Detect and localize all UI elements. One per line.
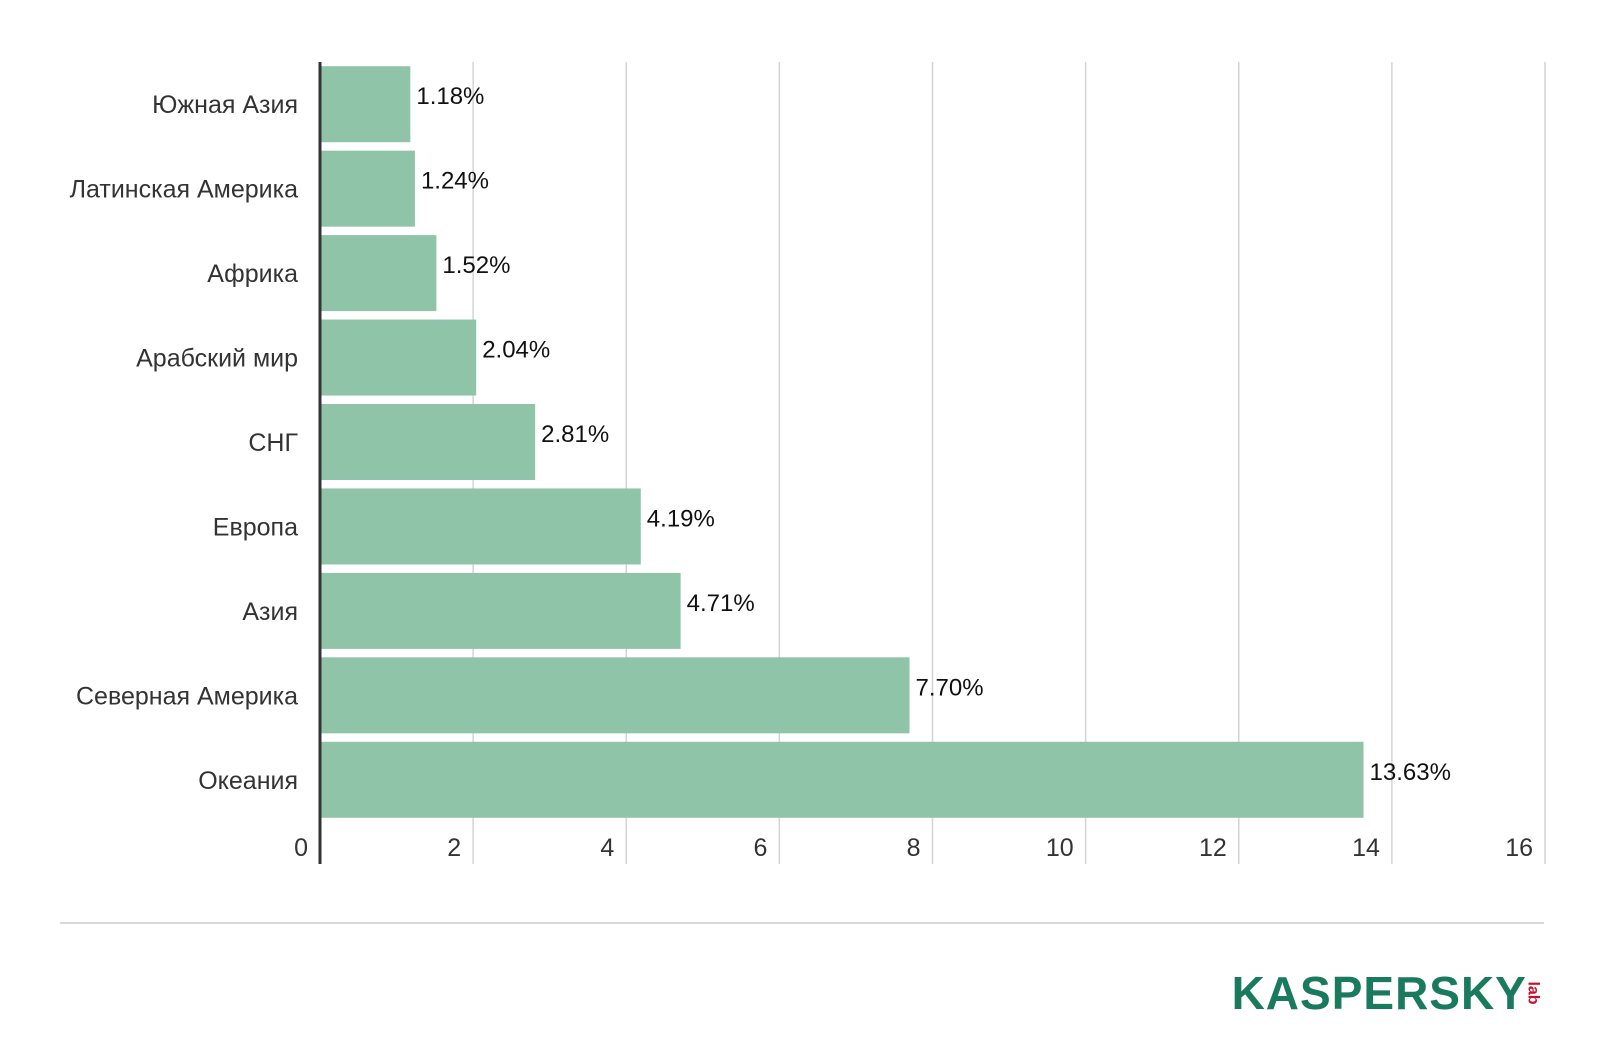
x-tick-label: 10 bbox=[1046, 834, 1074, 862]
x-tick-label: 0 bbox=[294, 834, 308, 862]
bar bbox=[320, 319, 477, 396]
data-label: 1.18% bbox=[416, 83, 484, 110]
data-label: 7.70% bbox=[916, 674, 984, 701]
bar bbox=[320, 150, 415, 227]
category-label: Азия bbox=[242, 598, 298, 626]
bar bbox=[320, 66, 411, 143]
category-label: Африка bbox=[207, 260, 298, 288]
data-label: 4.19% bbox=[647, 505, 715, 532]
bar bbox=[320, 657, 910, 734]
data-label: 1.52% bbox=[442, 252, 510, 279]
category-label: Океания bbox=[198, 767, 298, 795]
x-tick-label: 16 bbox=[1505, 834, 1533, 862]
x-tick-label: 4 bbox=[600, 834, 614, 862]
bar bbox=[320, 404, 536, 480]
category-label: Латинская Америка bbox=[70, 176, 298, 204]
data-label: 2.04% bbox=[482, 337, 550, 364]
data-label: 1.24% bbox=[421, 168, 489, 195]
category-label: Европа bbox=[213, 513, 298, 541]
category-label: СНГ bbox=[248, 429, 298, 457]
x-tick-label: 12 bbox=[1199, 834, 1227, 862]
x-tick-label: 6 bbox=[753, 834, 767, 862]
bar-chart: 0 2 4 6 8 10 12 14 16 Южная Азия 1.18% Латинская Ам… bbox=[70, 62, 1546, 864]
footer-divider bbox=[60, 922, 1544, 924]
category-label: Арабский мир bbox=[136, 345, 298, 373]
data-label: 4.71% bbox=[687, 590, 755, 617]
logo-wordmark: KASPERSKY bbox=[1231, 967, 1527, 1019]
bar bbox=[320, 572, 681, 649]
category-label: Северная Америка bbox=[76, 682, 298, 710]
logo-lab-mark: lab bbox=[1524, 981, 1542, 1005]
x-tick-label: 2 bbox=[447, 834, 461, 862]
bar bbox=[320, 741, 1364, 818]
x-tick-label: 14 bbox=[1352, 834, 1380, 862]
category-label: Южная Азия bbox=[152, 91, 298, 119]
bar bbox=[320, 488, 641, 565]
data-label: 2.81% bbox=[541, 421, 609, 448]
bar bbox=[320, 235, 437, 312]
kaspersky-lab-logo: KASPERSKY lab bbox=[1232, 970, 1544, 1016]
x-tick-label: 8 bbox=[907, 834, 921, 862]
data-label: 13.63% bbox=[1370, 759, 1451, 786]
